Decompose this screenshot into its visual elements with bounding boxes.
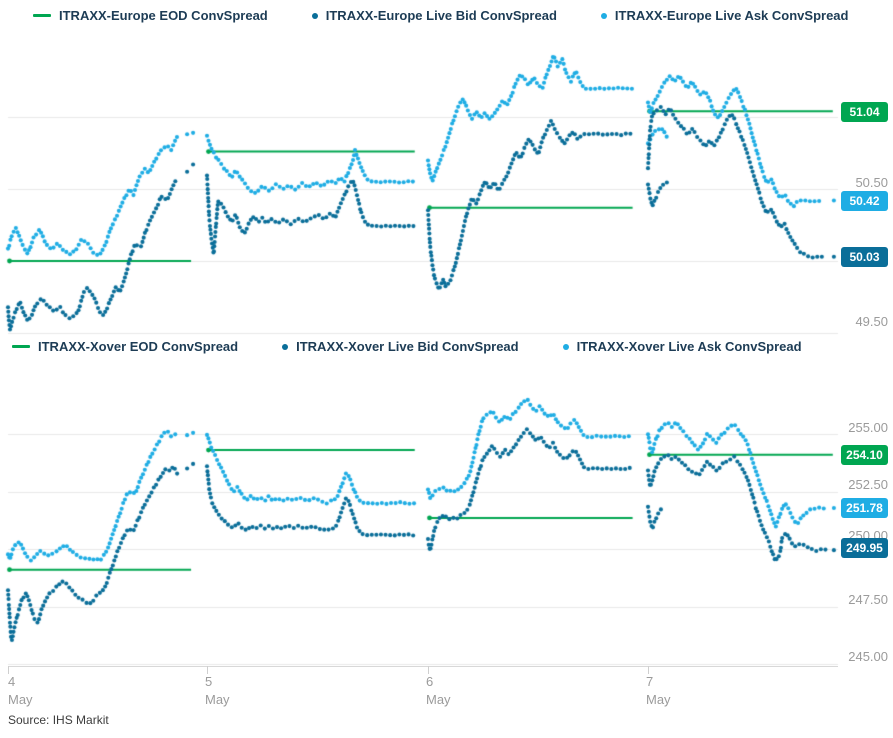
legend-item-xover-bid[interactable]: ITRAXX-Xover Live Bid ConvSpread <box>282 339 519 354</box>
y-axis-label: 255.00 <box>848 420 888 435</box>
bid-dot-marker-icon <box>311 12 318 19</box>
eod-line-marker-icon <box>12 345 30 348</box>
europe-legend: ITRAXX-Europe EOD ConvSpread ITRAXX-Euro… <box>33 8 848 23</box>
xover-bid-badge: 249.95 <box>841 538 888 558</box>
y-axis-label: 247.50 <box>848 592 888 607</box>
xover-chart-canvas <box>0 390 893 675</box>
europe-eod-badge: 51.04 <box>841 102 888 122</box>
legend-item-xover-eod[interactable]: ITRAXX-Xover EOD ConvSpread <box>12 339 238 354</box>
legend-label: ITRAXX-Xover Live Bid ConvSpread <box>296 339 519 354</box>
europe-bid-badge: 50.03 <box>841 247 888 267</box>
x-axis-day-label: 7 <box>646 674 654 689</box>
x-axis-day-label: 4 <box>8 674 16 689</box>
legend-item-europe-eod[interactable]: ITRAXX-Europe EOD ConvSpread <box>33 8 268 23</box>
legend-item-xover-ask[interactable]: ITRAXX-Xover Live Ask ConvSpread <box>562 339 802 354</box>
x-axis-line <box>8 666 838 667</box>
ask-dot-marker-icon <box>600 12 607 19</box>
y-axis-label: 49.50 <box>855 314 888 329</box>
bid-dot-marker-icon <box>282 343 289 350</box>
ask-dot-marker-icon <box>562 343 569 350</box>
legend-label: ITRAXX-Europe EOD ConvSpread <box>59 8 268 23</box>
legend-label: ITRAXX-Xover Live Ask ConvSpread <box>576 339 802 354</box>
x-axis-tickmark <box>648 666 649 674</box>
legend-item-europe-ask[interactable]: ITRAXX-Europe Live Ask ConvSpread <box>600 8 849 23</box>
europe-ask-badge: 50.42 <box>841 191 888 211</box>
x-axis-month-label: May <box>646 692 671 707</box>
xover-eod-badge: 254.10 <box>841 445 888 465</box>
y-axis-label: 50.50 <box>855 175 888 190</box>
x-axis-month-label: May <box>426 692 451 707</box>
x-axis-day-label: 6 <box>426 674 434 689</box>
legend-label: ITRAXX-Xover EOD ConvSpread <box>38 339 239 354</box>
europe-chart-canvas <box>0 50 893 340</box>
eod-line-marker-icon <box>33 14 51 17</box>
y-axis-label: 252.50 <box>848 477 888 492</box>
xover-legend: ITRAXX-Xover EOD ConvSpread ITRAXX-Xover… <box>12 339 802 354</box>
x-axis-tickmark <box>8 666 9 674</box>
legend-label: ITRAXX-Europe Live Bid ConvSpread <box>325 8 557 23</box>
x-axis-month-label: May <box>205 692 230 707</box>
x-axis-tickmark <box>207 666 208 674</box>
y-axis-label: 245.00 <box>848 649 888 664</box>
x-axis-day-label: 5 <box>205 674 213 689</box>
legend-label: ITRAXX-Europe Live Ask ConvSpread <box>614 8 849 23</box>
x-axis-month-label: May <box>8 692 33 707</box>
x-axis-tickmark <box>428 666 429 674</box>
xover-ask-badge: 251.78 <box>841 498 888 518</box>
source-attribution: Source: IHS Markit <box>8 713 109 727</box>
legend-item-europe-bid[interactable]: ITRAXX-Europe Live Bid ConvSpread <box>311 8 557 23</box>
